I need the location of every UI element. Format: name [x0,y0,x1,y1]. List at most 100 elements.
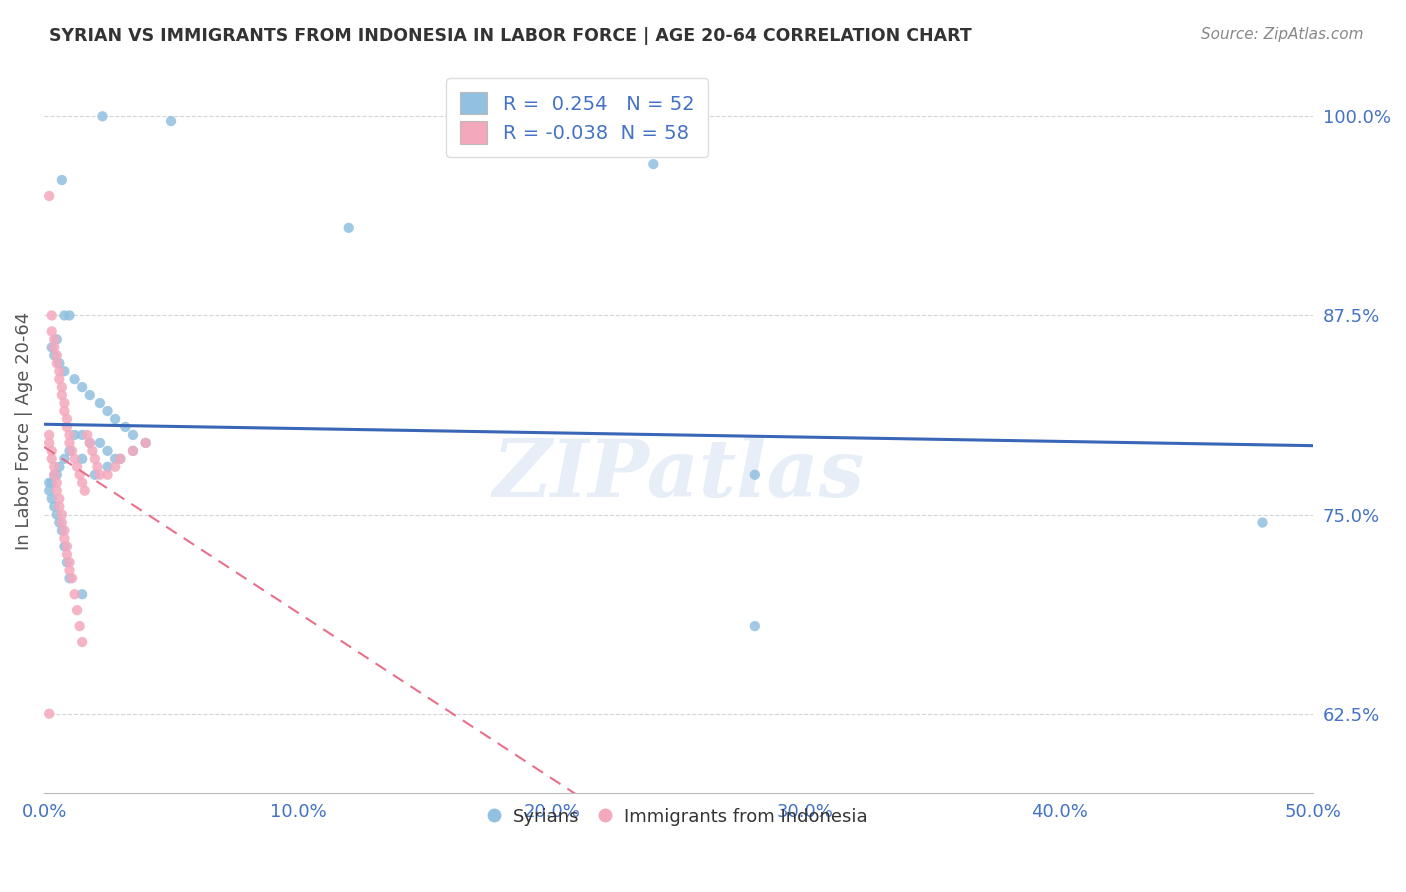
Point [38,475,60,490]
Point [45,475,67,490]
Point [51,388,73,402]
Point [44,467,66,482]
Point [41,324,63,338]
Point [38,436,60,450]
Point [60,571,83,585]
Point [53,309,76,323]
Point [58,436,80,450]
Point [104,451,127,466]
Point [56,420,79,434]
Point [63,372,86,386]
Point [56,555,79,569]
Point [48,372,70,386]
Point [110,451,132,466]
Legend: Syrians, Immigrants from Indonesia: Syrians, Immigrants from Indonesia [481,798,877,835]
Point [51,380,73,394]
Point [41,309,63,323]
Point [110,451,132,466]
Point [73,483,96,498]
Point [53,396,76,410]
Point [45,356,67,370]
Point [70,428,93,442]
Point [66,459,89,474]
Point [70,380,93,394]
Point [69,467,91,482]
Point [44,340,66,354]
Point [70,587,93,601]
Point [58,563,80,577]
Point [53,532,76,546]
Point [45,483,67,498]
Text: ZIPatlas: ZIPatlas [492,435,865,513]
Point [53,404,76,418]
Point [63,428,86,442]
Point [48,364,70,378]
Point [41,491,63,506]
Point [122,428,145,442]
Point [38,189,60,203]
Point [41,340,63,354]
Point [58,571,80,585]
Point [66,603,89,617]
Point [53,540,76,554]
Point [48,459,70,474]
Point [70,451,93,466]
Point [69,619,91,633]
Point [58,555,80,569]
Point [97,404,120,418]
Point [744,467,766,482]
Point [58,443,80,458]
Point [45,508,67,522]
Point [97,443,120,458]
Point [51,173,73,187]
Point [48,491,70,506]
Point [337,220,360,235]
Point [91,109,114,123]
Point [53,451,76,466]
Point [135,436,157,450]
Point [122,443,145,458]
Point [58,309,80,323]
Point [1251,516,1274,530]
Point [56,412,79,426]
Point [79,436,101,450]
Point [744,619,766,633]
Point [41,451,63,466]
Point [53,524,76,538]
Point [104,459,127,474]
Point [70,475,93,490]
Point [56,540,79,554]
Point [56,548,79,562]
Point [86,459,108,474]
Point [44,459,66,474]
Point [45,348,67,362]
Point [89,396,111,410]
Point [41,475,63,490]
Point [135,436,157,450]
Point [41,443,63,458]
Text: Source: ZipAtlas.com: Source: ZipAtlas.com [1201,27,1364,42]
Point [38,483,60,498]
Point [48,516,70,530]
Point [114,420,136,434]
Point [83,451,105,466]
Point [38,428,60,442]
Point [48,500,70,514]
Point [45,467,67,482]
Point [82,443,104,458]
Point [53,364,76,378]
Point [643,157,665,171]
Point [89,467,111,482]
Point [79,436,101,450]
Point [79,388,101,402]
Point [51,508,73,522]
Point [58,428,80,442]
Point [63,451,86,466]
Point [44,500,66,514]
Point [48,356,70,370]
Point [97,467,120,482]
Point [44,467,66,482]
Point [38,706,60,721]
Point [44,348,66,362]
Point [76,428,98,442]
